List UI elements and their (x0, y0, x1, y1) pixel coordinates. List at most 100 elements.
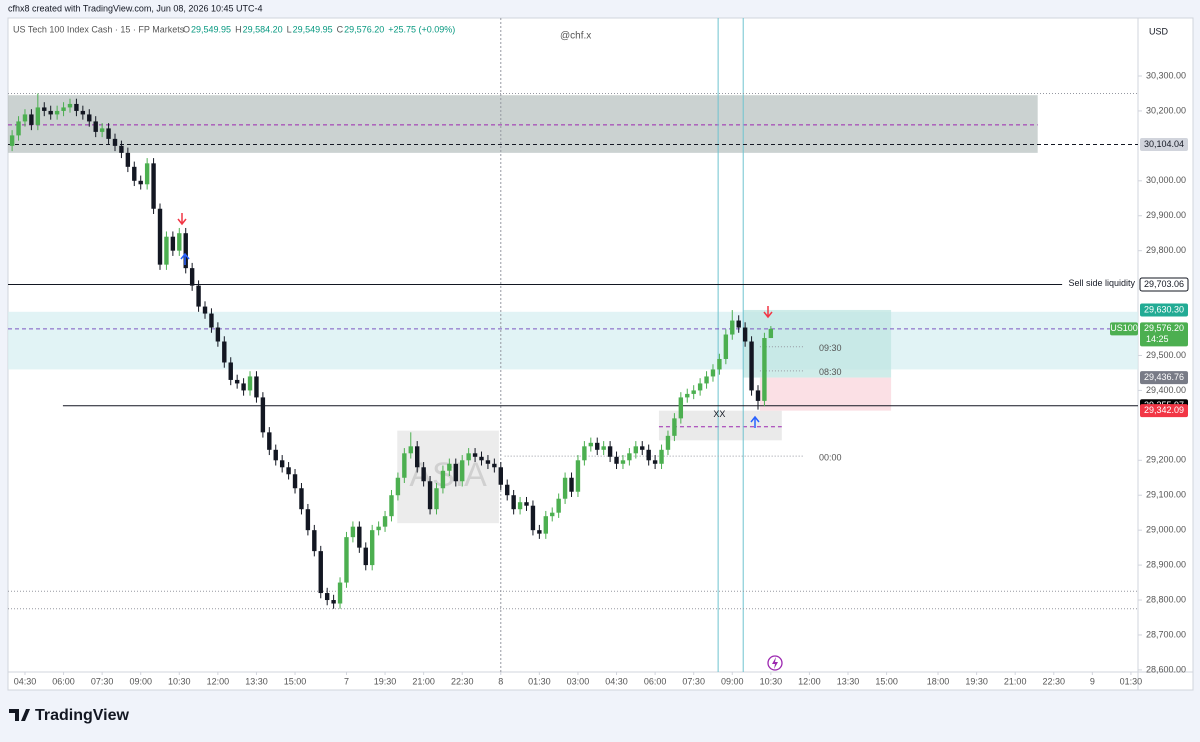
candle-body (434, 488, 439, 510)
y-tick-label: 29,100.00 (1146, 490, 1186, 500)
brand-logo (9, 709, 30, 721)
candle-body (254, 376, 259, 398)
candle-body (260, 397, 266, 433)
zone (759, 377, 892, 411)
candle-body (228, 362, 233, 380)
candle-body (112, 138, 118, 146)
candle-body (376, 526, 381, 531)
y-tick-label: 30,000.00 (1146, 175, 1186, 185)
candle-body (562, 477, 568, 499)
x-tick-label: 12:00 (207, 676, 230, 686)
candle-body (337, 582, 343, 604)
ohlc-key: L (287, 24, 292, 34)
candle-body (241, 383, 246, 391)
candle-body (588, 442, 594, 447)
ohlc-key: H (235, 24, 242, 34)
candle-body (80, 110, 86, 115)
candle-body (466, 453, 471, 461)
candle-body (427, 481, 433, 510)
candle-body (614, 456, 619, 464)
candle-body (440, 470, 446, 489)
candle-body (99, 128, 105, 132)
candle-body (273, 449, 278, 461)
candle-body (9, 135, 15, 146)
candle-body (595, 442, 600, 450)
candle-body (517, 502, 523, 510)
countdown: 14:25 (1146, 334, 1169, 344)
candle-body (569, 477, 574, 492)
x-tick-label: 22:30 (1043, 676, 1066, 686)
candle-body (331, 600, 336, 604)
candle-body (125, 152, 131, 167)
candle-body (498, 467, 503, 485)
candle-body (119, 145, 124, 153)
x-tick-label: 01:30 (1120, 676, 1143, 686)
candle-body (742, 327, 748, 342)
y-tick-label: 29,400.00 (1146, 385, 1186, 395)
candle-body (22, 114, 28, 122)
candle-body (286, 467, 291, 475)
candle-body (382, 516, 388, 527)
candle-body (582, 446, 587, 461)
candle-body (357, 526, 362, 548)
time-line-label: 09:30 (819, 343, 842, 353)
candle-body (312, 530, 317, 552)
candle-body (511, 495, 516, 510)
candle-body (627, 453, 632, 461)
y-tick-label: 29,200.00 (1146, 455, 1186, 465)
candle-body (74, 103, 79, 111)
time-line-label: 08:30 (819, 367, 842, 377)
x-tick-label: 15:00 (284, 676, 307, 686)
candle-body (164, 236, 169, 265)
x-tick-label: 21:00 (1004, 676, 1027, 686)
y-tick-label: 28,900.00 (1146, 559, 1186, 569)
x-tick-label: 09:00 (129, 676, 152, 686)
ohlc-value: 29,576.20 (344, 24, 384, 34)
candle-body (402, 453, 407, 478)
y-tick-label: 29,800.00 (1146, 245, 1186, 255)
x-tick-label: 13:30 (245, 676, 268, 686)
candle-body (652, 460, 658, 464)
candle-body (691, 390, 696, 394)
price-tag-label: 30,104.04 (1144, 139, 1184, 149)
candle-body (324, 593, 330, 601)
candle-body (543, 516, 549, 534)
candle-body (505, 484, 510, 496)
candle-body (460, 460, 465, 482)
candle-body (67, 103, 73, 108)
candle-body (369, 530, 375, 566)
x-tick-label: 19:30 (374, 676, 397, 686)
candle-body (54, 110, 60, 115)
ohlc-key: O (183, 24, 190, 34)
candle-body (723, 334, 729, 359)
x-tick-label: 06:00 (52, 676, 75, 686)
candle-body (42, 107, 47, 111)
ohlc-key: C (337, 24, 344, 34)
candle-body (35, 107, 41, 125)
x-tick-label: 03:00 (567, 676, 590, 686)
ohlc-value: 29,584.20 (243, 24, 283, 34)
candle-body (106, 128, 111, 139)
level-note: Sell side liquidity (1068, 278, 1135, 288)
alert-icon[interactable] (767, 655, 783, 671)
zone (743, 309, 892, 378)
candle-body (717, 358, 722, 370)
candle-body (453, 463, 458, 482)
buy-arrow (180, 252, 190, 265)
candle-body (222, 341, 227, 363)
candle-body (524, 502, 529, 506)
candle-body (730, 320, 735, 335)
x-tick-label: 21:00 (412, 676, 435, 686)
candle-body (678, 397, 684, 419)
candle-body (672, 418, 677, 436)
annotation: XX (713, 409, 725, 419)
candle-body (408, 446, 413, 454)
x-tick-label: 18:00 (927, 676, 950, 686)
price-tag-label: 29,342.09 (1144, 405, 1184, 415)
watermark: @chf.x (560, 31, 591, 42)
candle-body (749, 341, 754, 391)
candle-body (421, 467, 426, 482)
candle-body (633, 446, 639, 454)
